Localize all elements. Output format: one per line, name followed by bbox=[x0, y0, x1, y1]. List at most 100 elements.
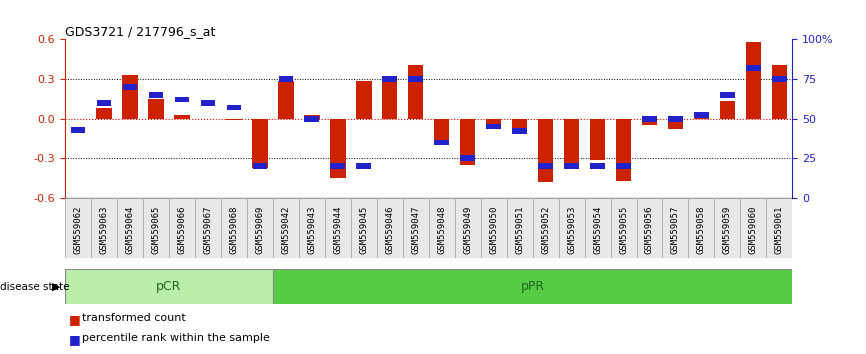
Bar bbox=[330, 119, 346, 178]
Bar bbox=[590, 119, 605, 160]
FancyBboxPatch shape bbox=[533, 198, 559, 258]
Bar bbox=[461, 155, 475, 161]
Text: GSM559042: GSM559042 bbox=[281, 205, 290, 254]
Text: ▶: ▶ bbox=[52, 282, 61, 292]
Bar bbox=[382, 79, 397, 119]
Bar bbox=[591, 164, 604, 169]
FancyBboxPatch shape bbox=[195, 198, 221, 258]
Text: pCR: pCR bbox=[156, 280, 182, 293]
Text: GSM559050: GSM559050 bbox=[489, 205, 498, 254]
Text: pPR: pPR bbox=[520, 280, 545, 293]
FancyBboxPatch shape bbox=[662, 198, 688, 258]
Bar bbox=[720, 101, 735, 119]
Text: transformed count: transformed count bbox=[82, 313, 186, 323]
Text: ■: ■ bbox=[69, 333, 81, 346]
Bar bbox=[668, 119, 683, 129]
Bar bbox=[539, 164, 553, 169]
FancyBboxPatch shape bbox=[273, 269, 792, 304]
FancyBboxPatch shape bbox=[65, 198, 91, 258]
Bar bbox=[564, 119, 579, 168]
Bar bbox=[434, 119, 449, 143]
Text: GSM559060: GSM559060 bbox=[749, 205, 758, 254]
Text: GSM559066: GSM559066 bbox=[178, 205, 186, 254]
Bar bbox=[538, 119, 553, 182]
Text: GSM559065: GSM559065 bbox=[152, 205, 160, 254]
FancyBboxPatch shape bbox=[403, 198, 429, 258]
FancyBboxPatch shape bbox=[585, 198, 611, 258]
Text: GSM559058: GSM559058 bbox=[697, 205, 706, 254]
FancyBboxPatch shape bbox=[273, 198, 299, 258]
Text: GSM559064: GSM559064 bbox=[126, 205, 134, 254]
Text: GSM559067: GSM559067 bbox=[204, 205, 212, 254]
Text: percentile rank within the sample: percentile rank within the sample bbox=[82, 333, 270, 343]
Text: GSM559043: GSM559043 bbox=[307, 205, 316, 254]
Text: ■: ■ bbox=[69, 313, 81, 326]
Text: GSM559069: GSM559069 bbox=[255, 205, 264, 254]
FancyBboxPatch shape bbox=[91, 198, 117, 258]
Bar bbox=[695, 113, 708, 118]
Text: GSM559063: GSM559063 bbox=[100, 205, 108, 254]
Bar bbox=[512, 119, 527, 128]
FancyBboxPatch shape bbox=[766, 198, 792, 258]
Bar bbox=[226, 119, 242, 120]
Bar bbox=[304, 115, 320, 119]
Text: GSM559046: GSM559046 bbox=[385, 205, 394, 254]
Bar bbox=[383, 76, 397, 82]
Bar bbox=[746, 42, 761, 119]
Bar bbox=[97, 100, 111, 105]
Bar bbox=[616, 119, 631, 181]
Bar bbox=[96, 108, 112, 119]
Text: GSM559045: GSM559045 bbox=[359, 205, 368, 254]
Bar bbox=[357, 164, 371, 169]
Bar bbox=[71, 127, 85, 133]
FancyBboxPatch shape bbox=[143, 198, 169, 258]
Bar bbox=[460, 119, 475, 165]
Text: GSM559048: GSM559048 bbox=[437, 205, 446, 254]
FancyBboxPatch shape bbox=[714, 198, 740, 258]
Bar bbox=[408, 65, 423, 119]
Text: GSM559062: GSM559062 bbox=[74, 205, 82, 254]
Bar bbox=[487, 124, 501, 130]
Bar bbox=[409, 76, 423, 82]
Bar bbox=[356, 81, 372, 119]
Bar bbox=[435, 139, 449, 145]
Bar bbox=[279, 76, 293, 82]
Bar bbox=[252, 119, 268, 168]
Bar bbox=[772, 76, 786, 82]
FancyBboxPatch shape bbox=[299, 198, 325, 258]
Bar bbox=[617, 164, 630, 169]
Text: GSM559057: GSM559057 bbox=[671, 205, 680, 254]
Text: GSM559061: GSM559061 bbox=[775, 205, 784, 254]
Text: GSM559047: GSM559047 bbox=[411, 205, 420, 254]
Text: GSM559055: GSM559055 bbox=[619, 205, 628, 254]
Text: GSM559044: GSM559044 bbox=[333, 205, 342, 254]
FancyBboxPatch shape bbox=[351, 198, 377, 258]
FancyBboxPatch shape bbox=[117, 198, 143, 258]
FancyBboxPatch shape bbox=[455, 198, 481, 258]
FancyBboxPatch shape bbox=[247, 198, 273, 258]
Text: GDS3721 / 217796_s_at: GDS3721 / 217796_s_at bbox=[65, 25, 216, 38]
Bar bbox=[175, 97, 189, 102]
Text: GSM559051: GSM559051 bbox=[515, 205, 524, 254]
FancyBboxPatch shape bbox=[507, 198, 533, 258]
Bar bbox=[123, 84, 137, 90]
Text: GSM559052: GSM559052 bbox=[541, 205, 550, 254]
Bar bbox=[746, 65, 760, 70]
FancyBboxPatch shape bbox=[377, 198, 403, 258]
Text: GSM559049: GSM559049 bbox=[463, 205, 472, 254]
Bar bbox=[305, 116, 319, 121]
Text: GSM559053: GSM559053 bbox=[567, 205, 576, 254]
FancyBboxPatch shape bbox=[325, 198, 351, 258]
Bar bbox=[331, 164, 345, 169]
FancyBboxPatch shape bbox=[169, 198, 195, 258]
Bar bbox=[772, 65, 787, 119]
Bar bbox=[174, 115, 190, 119]
FancyBboxPatch shape bbox=[481, 198, 507, 258]
Bar bbox=[643, 116, 656, 121]
Bar bbox=[642, 119, 657, 125]
Bar bbox=[565, 164, 578, 169]
Bar bbox=[513, 129, 527, 134]
Text: GSM559054: GSM559054 bbox=[593, 205, 602, 254]
FancyBboxPatch shape bbox=[688, 198, 714, 258]
Bar bbox=[721, 92, 734, 98]
